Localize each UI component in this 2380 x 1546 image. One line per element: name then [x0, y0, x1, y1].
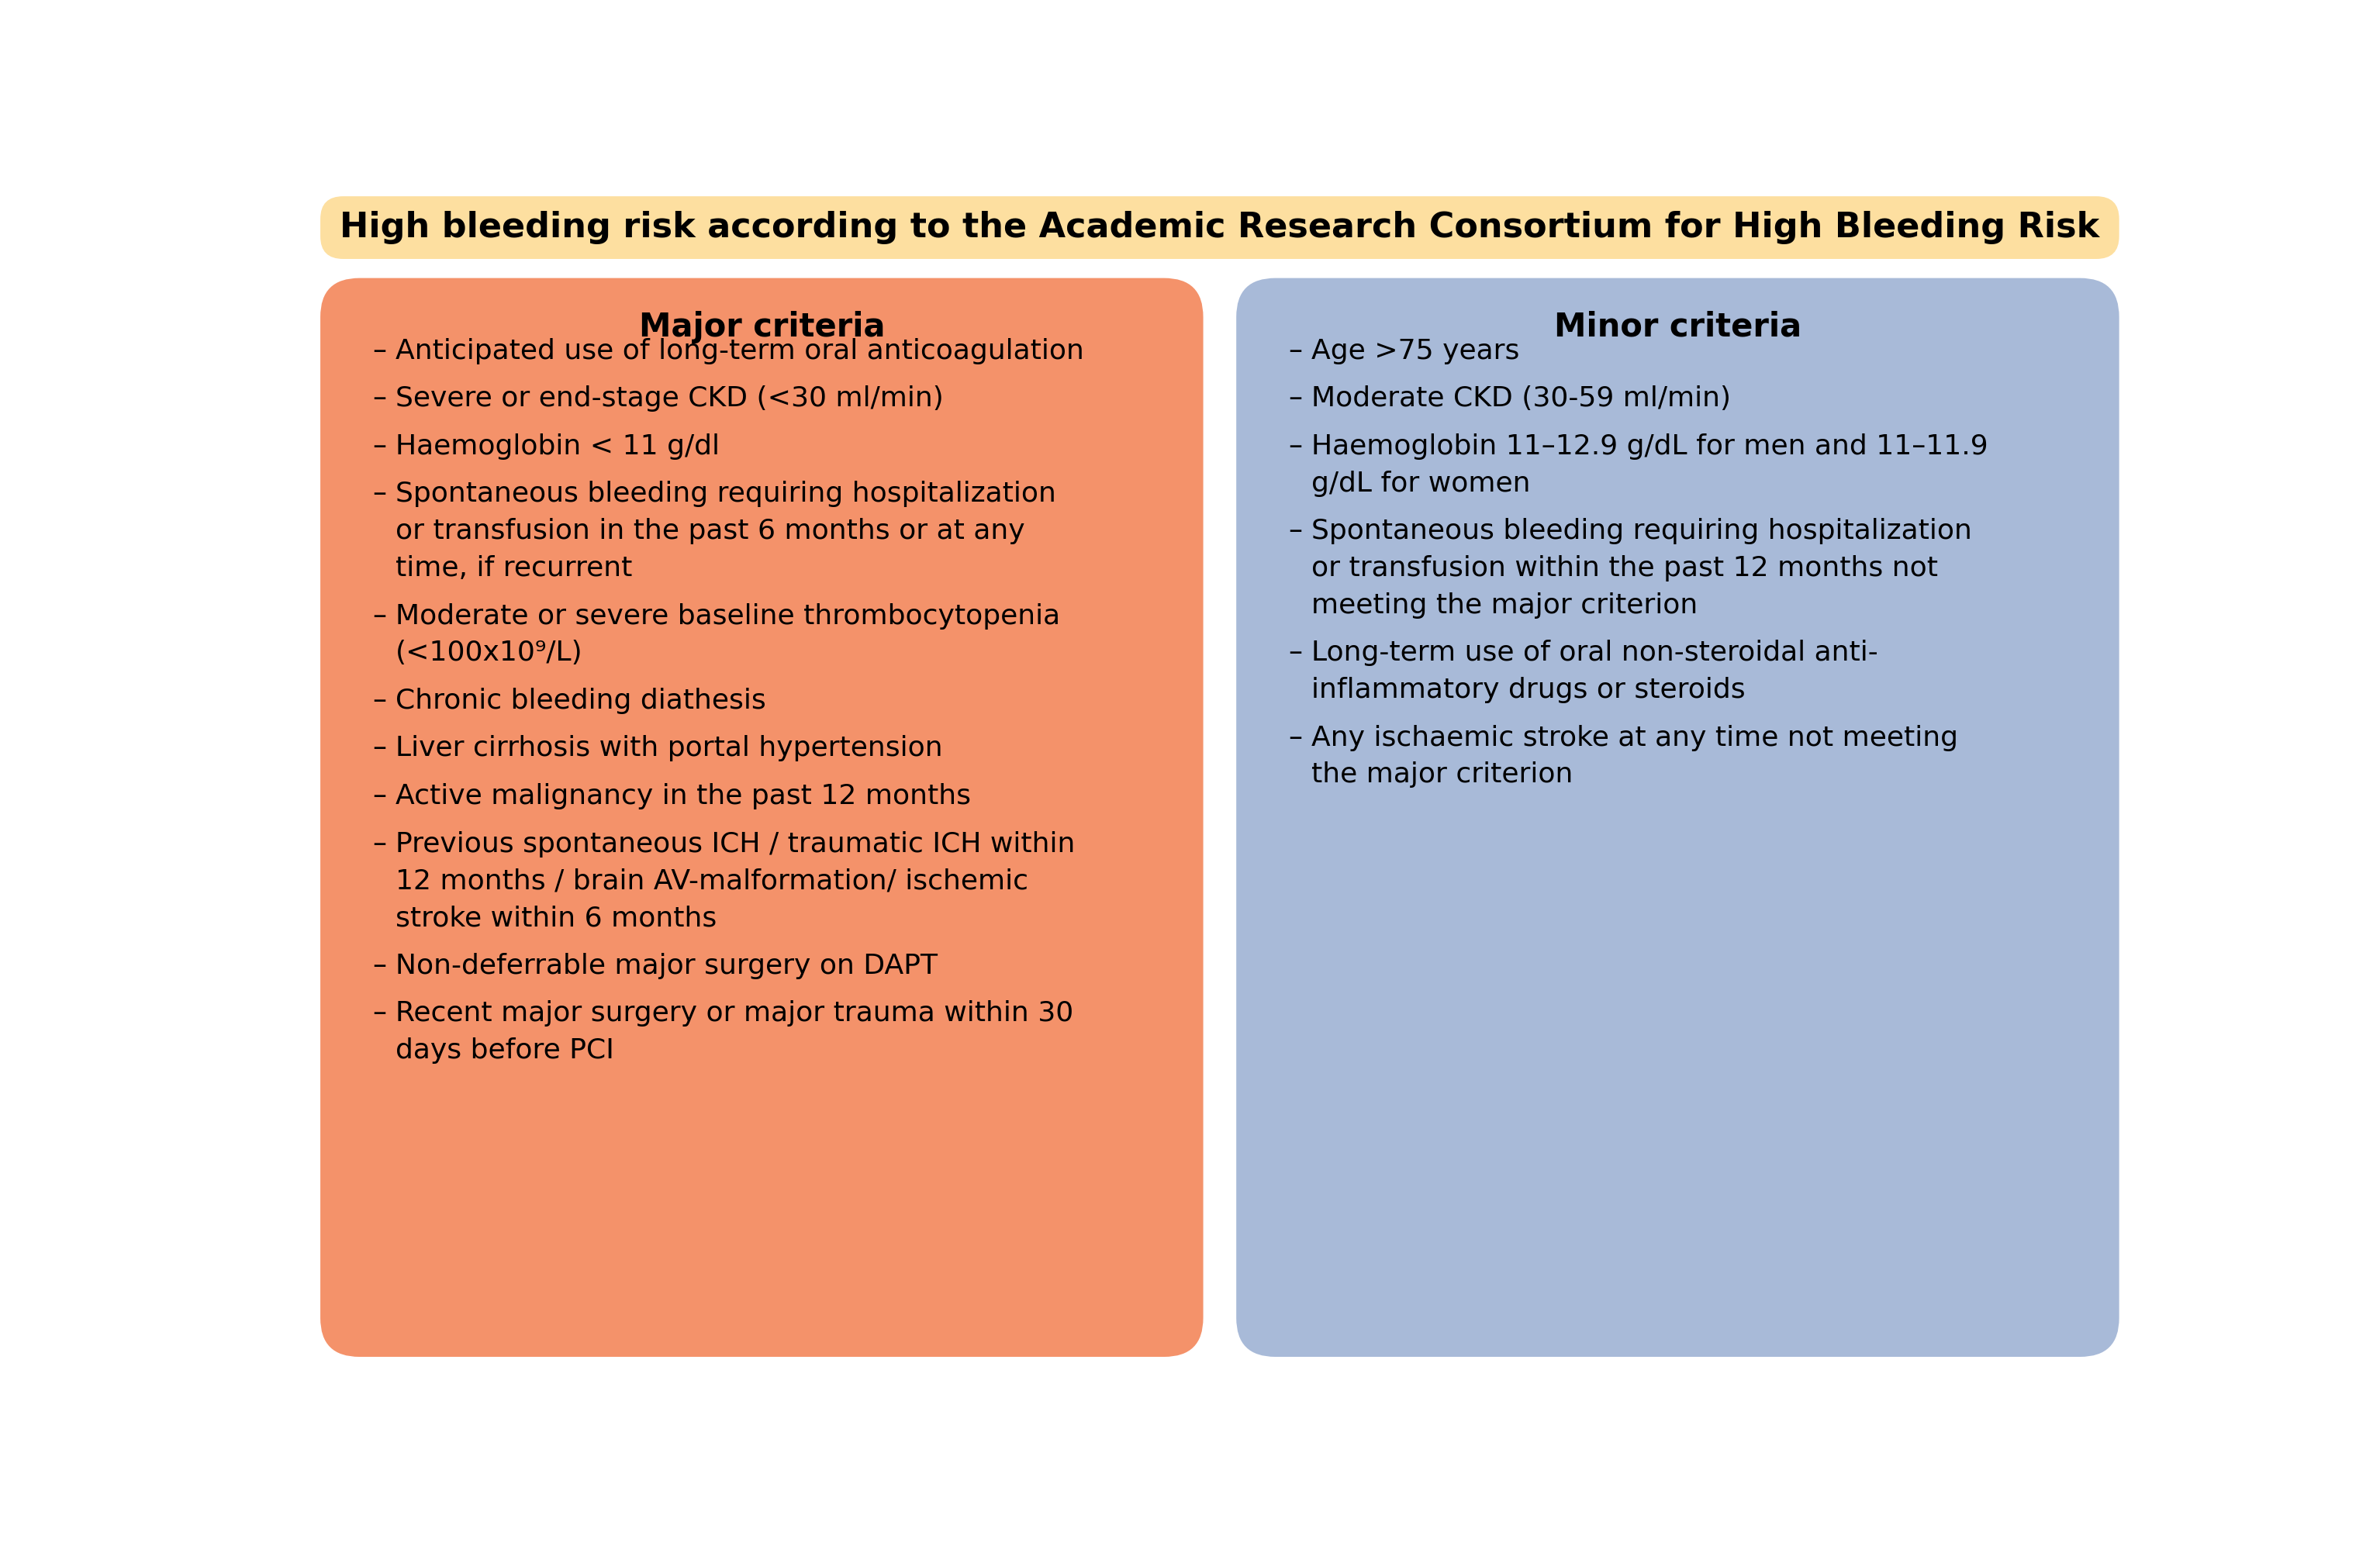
Text: Any ischaemic stroke at any time not meeting: Any ischaemic stroke at any time not mee… [1311, 725, 1959, 751]
Text: inflammatory drugs or steroids: inflammatory drugs or steroids [1311, 677, 1745, 703]
Text: –: – [374, 952, 386, 979]
Text: –: – [1288, 725, 1302, 751]
Text: Non-deferrable major surgery on DAPT: Non-deferrable major surgery on DAPT [395, 952, 938, 979]
Text: Long-term use of oral non-steroidal anti-: Long-term use of oral non-steroidal anti… [1311, 640, 1878, 666]
Text: g/dL for women: g/dL for women [1311, 470, 1530, 496]
Text: Age >75 years: Age >75 years [1311, 337, 1518, 365]
Text: Recent major surgery or major trauma within 30: Recent major surgery or major trauma wit… [395, 1000, 1073, 1027]
Text: or transfusion in the past 6 months or at any: or transfusion in the past 6 months or a… [395, 518, 1026, 544]
Text: stroke within 6 months: stroke within 6 months [395, 904, 716, 931]
FancyBboxPatch shape [1235, 278, 2118, 1357]
Text: High bleeding risk according to the Academic Research Consortium for High Bleedi: High bleeding risk according to the Acad… [340, 210, 2099, 244]
Text: –: – [374, 433, 386, 459]
Text: –: – [1288, 385, 1302, 411]
FancyBboxPatch shape [321, 278, 1204, 1357]
Text: Severe or end-stage CKD (<30 ml/min): Severe or end-stage CKD (<30 ml/min) [395, 385, 942, 411]
Text: Anticipated use of long-term oral anticoagulation: Anticipated use of long-term oral antico… [395, 337, 1083, 365]
Text: –: – [374, 1000, 386, 1027]
Text: –: – [1288, 433, 1302, 459]
Text: –: – [374, 337, 386, 365]
Text: or transfusion within the past 12 months not: or transfusion within the past 12 months… [1311, 555, 1937, 581]
Text: Moderate or severe baseline thrombocytopenia: Moderate or severe baseline thrombocytop… [395, 603, 1059, 629]
Text: (<100x10⁹/L): (<100x10⁹/L) [395, 640, 583, 666]
Text: meeting the major criterion: meeting the major criterion [1311, 592, 1697, 618]
Text: days before PCI: days before PCI [395, 1037, 614, 1064]
Text: –: – [1288, 337, 1302, 365]
Text: –: – [374, 688, 386, 714]
Text: Spontaneous bleeding requiring hospitalization: Spontaneous bleeding requiring hospitali… [395, 481, 1057, 507]
Text: the major criterion: the major criterion [1311, 762, 1573, 788]
Text: –: – [374, 830, 386, 856]
Text: –: – [374, 736, 386, 762]
Text: 12 months / brain AV-malformation/ ischemic: 12 months / brain AV-malformation/ ische… [395, 867, 1028, 894]
Text: Liver cirrhosis with portal hypertension: Liver cirrhosis with portal hypertension [395, 736, 942, 762]
Text: Previous spontaneous ICH / traumatic ICH within: Previous spontaneous ICH / traumatic ICH… [395, 830, 1076, 856]
Text: –: – [1288, 518, 1302, 544]
Text: –: – [374, 784, 386, 810]
Text: Active malignancy in the past 12 months: Active malignancy in the past 12 months [395, 784, 971, 810]
Text: Spontaneous bleeding requiring hospitalization: Spontaneous bleeding requiring hospitali… [1311, 518, 1973, 544]
Text: Haemoglobin 11–12.9 g/dL for men and 11–11.9: Haemoglobin 11–12.9 g/dL for men and 11–… [1311, 433, 1987, 459]
Text: Major criteria: Major criteria [638, 311, 885, 343]
Text: Haemoglobin < 11 g/dl: Haemoglobin < 11 g/dl [395, 433, 719, 459]
FancyBboxPatch shape [321, 196, 2118, 258]
Text: Chronic bleeding diathesis: Chronic bleeding diathesis [395, 688, 766, 714]
Text: –: – [374, 385, 386, 411]
Text: –: – [374, 481, 386, 507]
Text: Minor criteria: Minor criteria [1554, 311, 1802, 343]
Text: –: – [374, 603, 386, 629]
Text: –: – [1288, 640, 1302, 666]
Text: time, if recurrent: time, if recurrent [395, 555, 633, 581]
Text: Moderate CKD (30-59 ml/min): Moderate CKD (30-59 ml/min) [1311, 385, 1730, 411]
